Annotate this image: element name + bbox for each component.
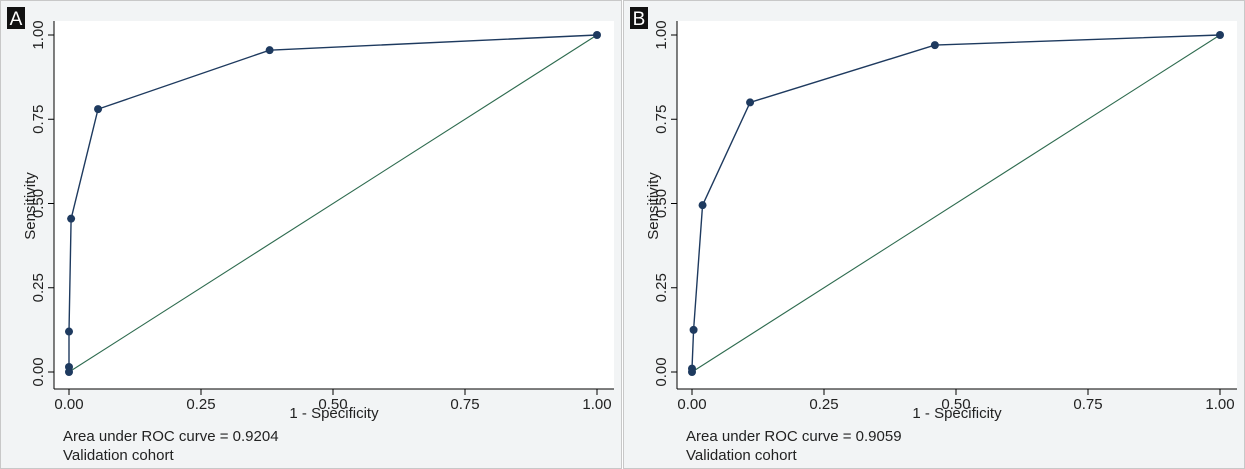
roc-point [65, 327, 73, 336]
y-tick-label: 0.50 [653, 189, 670, 218]
panel-label-box [630, 7, 648, 29]
roc-panel-a: A 0.00 0.25 0.50 0.75 1.00 0.00 0.25 0.50 0.75 1… [0, 0, 622, 469]
roc-point [689, 325, 698, 334]
x-tick-label: 1.00 [1205, 396, 1234, 413]
reference-line [691, 34, 1221, 373]
x-axis-title: 1 - Specificity [912, 405, 1002, 422]
y-tick-label: 1.00 [30, 20, 47, 49]
roc-points [688, 31, 1224, 376]
roc-point [688, 364, 696, 373]
y-tick-label: 0.00 [653, 357, 670, 386]
roc-point [67, 214, 76, 223]
x-tick-label: 0.25 [809, 396, 838, 413]
roc-points [65, 31, 601, 376]
roc-chart-a: A 0.00 0.25 0.50 0.75 1.00 0.00 0.25 0.50 0.75 1… [7, 7, 614, 464]
roc-point [593, 31, 601, 39]
x-tick-label: 0.75 [450, 396, 479, 413]
roc-point [930, 41, 939, 50]
cohort-note: Validation cohort [63, 447, 174, 464]
plot-area [54, 21, 614, 389]
roc-point [94, 105, 103, 114]
roc-point [698, 201, 707, 210]
y-tick-label: 0.50 [30, 189, 47, 218]
auc-note: Area under ROC curve = 0.9059 [686, 428, 902, 445]
reference-line [68, 34, 598, 373]
y-tick-label: 0.25 [30, 273, 47, 302]
auc-note: Area under ROC curve = 0.9204 [63, 428, 279, 445]
x-ticks: 0.00 0.25 0.50 0.75 1.00 [54, 389, 612, 413]
x-tick-label: 1.00 [582, 396, 611, 413]
roc-point [1216, 31, 1224, 39]
x-tick-label: 0.25 [186, 396, 215, 413]
x-tick-label: 0.00 [54, 396, 83, 413]
y-axis-title: Sensitivity [645, 172, 662, 240]
x-tick-label: 0.50 [318, 396, 347, 413]
plot-area [677, 21, 1237, 389]
x-ticks: 0.00 0.25 0.50 0.75 1.00 [677, 389, 1235, 413]
y-axis-title: Sensitivity [22, 172, 39, 240]
panel-label: B [633, 9, 646, 30]
y-ticks: 0.00 0.25 0.50 0.75 1.00 [30, 20, 54, 387]
y-ticks: 0.00 0.25 0.50 0.75 1.00 [653, 20, 677, 387]
y-tick-label: 0.25 [653, 273, 670, 302]
panel-label-box [7, 7, 25, 29]
x-tick-label: 0.75 [1073, 396, 1102, 413]
x-axis-title: 1 - Specificity [289, 405, 379, 422]
y-tick-label: 0.75 [30, 105, 47, 134]
cohort-note: Validation cohort [686, 447, 797, 464]
roc-point [65, 362, 73, 371]
y-tick-label: 0.00 [30, 357, 47, 386]
panel-label: A [10, 9, 23, 30]
x-tick-label: 0.50 [941, 396, 970, 413]
x-tick-label: 0.00 [677, 396, 706, 413]
roc-panel-b: B 0.00 0.25 0.50 0.75 1.00 0.00 0.25 0.50 0.75 1… [623, 0, 1245, 469]
roc-chart-b: B 0.00 0.25 0.50 0.75 1.00 0.00 0.25 0.50 0.75 1… [630, 7, 1237, 464]
y-tick-label: 0.75 [653, 105, 670, 134]
roc-point [746, 98, 755, 107]
roc-point [265, 46, 274, 55]
y-tick-label: 1.00 [653, 20, 670, 49]
